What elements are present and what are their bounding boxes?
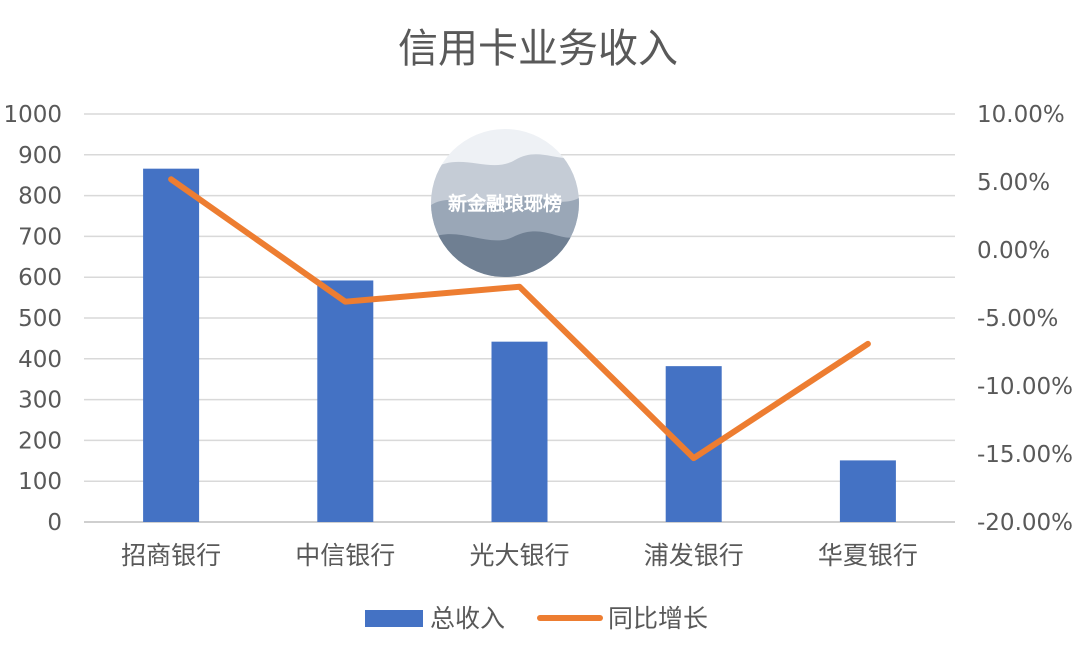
- watermark-text: 新金融琅琊榜: [448, 192, 562, 215]
- right-axis-tick-label: 5.00%: [977, 170, 1050, 196]
- legend-swatch-bar: [365, 610, 423, 627]
- chart-title: 信用卡业务收入: [398, 26, 678, 72]
- right-axis-ticks: -20.00% -15.00% -10.00% -5.00% 0.00% 5.00% 10.…: [977, 102, 1073, 536]
- left-axis-tick-label: 0: [47, 510, 62, 536]
- right-axis-tick-label: 0.00%: [977, 238, 1050, 264]
- left-axis-tick-label: 600: [18, 265, 62, 291]
- legend: 总收入 同比增长: [365, 604, 708, 633]
- category-label: 招商银行: [121, 541, 221, 570]
- right-axis-tick-label: -20.00%: [977, 510, 1073, 536]
- right-axis-tick-label: 10.00%: [977, 102, 1065, 128]
- left-axis-tick-label: 400: [18, 347, 62, 373]
- line-series: [168, 176, 871, 462]
- left-axis-tick-label: 100: [18, 469, 62, 495]
- left-axis-tick-label: 500: [18, 306, 62, 332]
- left-axis-tick-label: 800: [18, 184, 62, 210]
- bar: [317, 280, 374, 522]
- bar: [839, 460, 896, 522]
- category-axis-labels: 招商银行 中信银行 光大银行 浦发银行 华夏银行: [121, 541, 918, 570]
- line-point: [169, 177, 174, 182]
- left-axis-tick-label: 900: [18, 143, 62, 169]
- bar: [491, 341, 548, 522]
- line-point: [865, 341, 870, 346]
- category-label: 中信银行: [295, 541, 395, 570]
- category-label: 华夏银行: [818, 541, 918, 570]
- category-label: 浦发银行: [644, 541, 744, 570]
- right-axis-tick-label: -15.00%: [977, 442, 1073, 468]
- legend-label-line: 同比增长: [608, 604, 708, 633]
- watermark-logo: 新金融琅琊榜: [431, 129, 579, 277]
- left-axis-tick-label: 300: [18, 388, 62, 414]
- watermark-wave-dark: [431, 231, 579, 277]
- left-axis-ticks: 0 100 200 300 400 500 600 700 800 900 1000: [3, 102, 62, 536]
- line-point: [517, 284, 522, 289]
- bar: [143, 168, 200, 522]
- bar-series: [143, 168, 896, 522]
- right-axis-tick-label: -10.00%: [977, 374, 1073, 400]
- left-axis-tick-label: 1000: [3, 102, 62, 128]
- left-axis-tick-label: 200: [18, 428, 62, 454]
- legend-label-bar: 总收入: [430, 604, 505, 633]
- right-axis-tick-label: -5.00%: [977, 306, 1058, 332]
- line-point: [343, 299, 348, 304]
- category-label: 光大银行: [469, 541, 569, 570]
- left-axis-tick-label: 700: [18, 224, 62, 250]
- line-point: [691, 456, 696, 461]
